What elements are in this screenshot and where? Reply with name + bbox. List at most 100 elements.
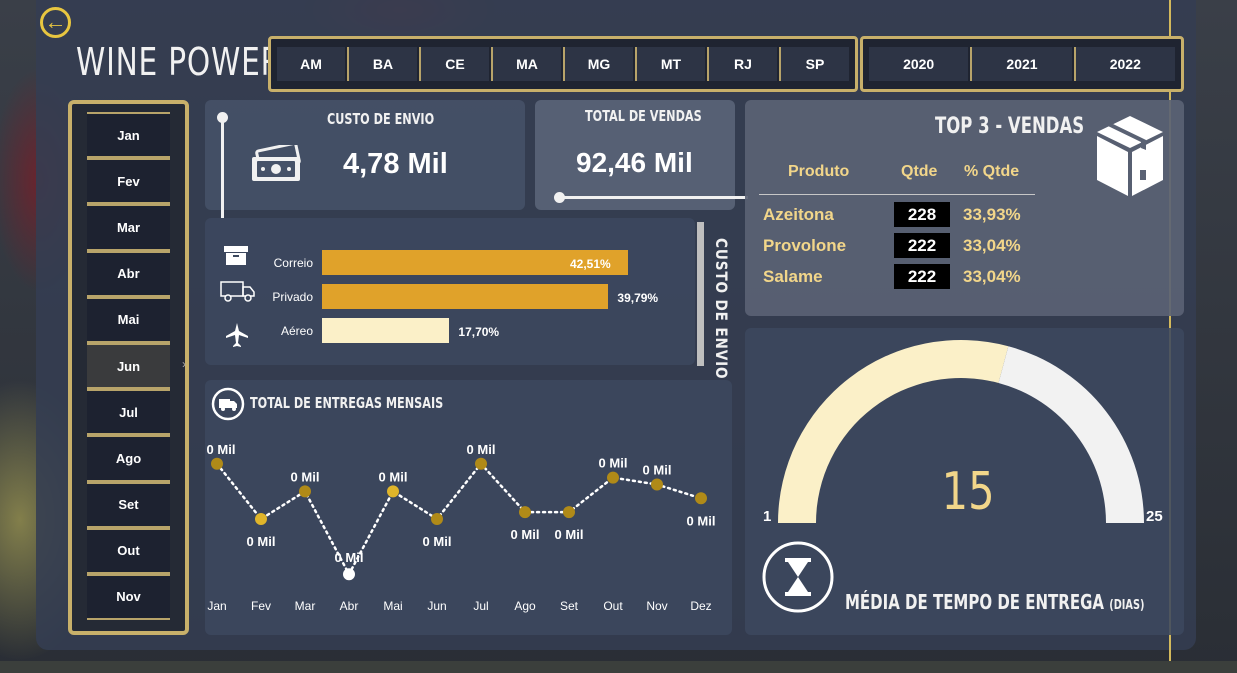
product-qty: 228 <box>894 202 950 227</box>
x-tick-label: Fev <box>251 599 271 613</box>
data-point <box>607 471 619 484</box>
shipping-cost-card: Correio Privado Aéreo 42,51% 39,79% 17,7… <box>205 218 695 365</box>
data-point <box>563 506 575 519</box>
month-filter: Jan Fev Mar Abr Mai Jun Jul Ago Set Out … <box>68 100 189 635</box>
data-label: 0 Mil <box>555 527 584 542</box>
chart-title: TOTAL DE ENTREGAS MENSAIS <box>250 394 444 412</box>
card-title: TOTAL DE VENDAS <box>585 107 702 125</box>
bar-value: 39,79% <box>617 291 659 305</box>
month-button[interactable]: Out <box>87 527 170 574</box>
month-button[interactable]: Set <box>87 481 170 528</box>
decor-line <box>556 196 748 199</box>
month-button[interactable]: Jul <box>87 389 170 436</box>
year-button[interactable]: 2021 <box>970 47 1072 81</box>
data-label: 0 Mil <box>379 469 408 484</box>
data-point <box>695 492 707 505</box>
box-icon <box>224 246 248 265</box>
back-arrow-icon[interactable]: ← <box>40 7 71 38</box>
data-point <box>475 457 487 470</box>
year-filter: 2020 2021 2022 <box>860 36 1184 92</box>
data-label: 0 Mil <box>687 513 716 528</box>
side-title: CUSTO DE ENVIO <box>712 238 731 380</box>
bar-privado <box>322 284 609 309</box>
gauge-value: 15 <box>941 462 995 522</box>
data-point <box>343 568 355 581</box>
data-label: 0 Mil <box>207 442 236 457</box>
data-label: 0 Mil <box>335 550 364 565</box>
month-button[interactable]: Fev <box>87 158 170 205</box>
package-icon <box>1097 116 1163 196</box>
bar-value: 17,70% <box>458 325 500 339</box>
status-bar <box>0 661 1237 673</box>
state-button[interactable]: AM <box>277 47 345 81</box>
divider <box>759 194 1035 195</box>
app-title: WINE POWER <box>76 40 283 84</box>
state-button[interactable]: MG <box>563 47 633 81</box>
data-point <box>431 513 443 525</box>
side-accent <box>697 222 704 366</box>
x-tick-label: Jan <box>207 599 226 613</box>
column-header: Qtde <box>901 163 938 180</box>
monthly-deliveries-card: TOTAL DE ENTREGAS MENSAIS 0 Mil Jan 0 Mil F… <box>205 380 732 635</box>
gauge-title: MÉDIA DE TEMPO DE ENTREGA (DIAS) <box>845 590 1144 614</box>
month-button[interactable]: Ago <box>87 435 170 482</box>
bar-correio <box>322 250 628 275</box>
state-button[interactable]: SP <box>779 47 849 81</box>
month-button[interactable]: Mai <box>87 296 170 343</box>
data-point <box>255 513 267 525</box>
x-tick-label: Ago <box>514 599 536 613</box>
data-label: 0 Mil <box>423 534 452 549</box>
line-chart: 0 Mil Jan 0 Mil Fev 0 Mil Mar 0 Mil Abr 0 Mil Mai… <box>207 442 716 613</box>
x-tick-label: Jun <box>427 599 446 613</box>
x-tick-label: Jul <box>473 599 488 613</box>
product-qty: 222 <box>894 233 950 258</box>
gauge-title-text: MÉDIA DE TEMPO DE ENTREGA <box>845 590 1105 614</box>
data-label: 0 Mil <box>467 442 496 457</box>
year-button[interactable]: 2022 <box>1073 47 1175 81</box>
decor-dot <box>217 112 228 123</box>
custo-envio-card: CUSTO DE ENVIO 4,78 Mil <box>205 100 525 210</box>
x-tick-label: Dez <box>690 599 711 613</box>
column-header: Produto <box>788 163 850 180</box>
gauge-chart <box>778 340 1144 523</box>
series-line <box>215 461 703 577</box>
state-button[interactable]: CE <box>419 47 489 81</box>
column-header: % Qtde <box>964 163 1020 180</box>
top3-card: TOP 3 - VENDAS Produto Qtde % Qtde Azeit… <box>745 100 1184 316</box>
chevron-right-icon: › <box>182 357 186 371</box>
money-icon <box>252 145 301 181</box>
data-label: 0 Mil <box>511 527 540 542</box>
data-point <box>651 478 663 491</box>
gauge-fill <box>778 340 1009 523</box>
month-button-selected[interactable]: Jun <box>87 342 170 390</box>
delivery-time-card: 15 1 25 MÉDIA DE TEMPO DE ENTREGA (DIAS) <box>745 328 1184 635</box>
month-button[interactable]: Nov <box>87 573 170 621</box>
x-tick-label: Abr <box>340 599 359 613</box>
state-button[interactable]: RJ <box>707 47 777 81</box>
year-button[interactable]: 2020 <box>869 47 969 81</box>
card-title: TOP 3 - VENDAS <box>935 114 1085 139</box>
product-name: Azeitona <box>763 205 834 224</box>
gauge-track <box>998 346 1144 523</box>
data-point <box>519 506 531 519</box>
gauge-unit: (DIAS) <box>1109 598 1145 613</box>
data-label: 0 Mil <box>599 456 628 471</box>
total-vendas-value: 92,46 Mil <box>576 147 693 178</box>
gauge-max: 25 <box>1146 508 1163 525</box>
data-label: 0 Mil <box>291 469 320 484</box>
data-point <box>299 485 311 498</box>
month-button[interactable]: Abr <box>87 250 170 297</box>
bar-label: Correio <box>273 256 313 270</box>
state-button[interactable]: BA <box>347 47 417 81</box>
state-button[interactable]: MA <box>491 47 561 81</box>
card-title: CUSTO DE ENVIO <box>327 110 435 128</box>
x-tick-label: Nov <box>646 599 667 613</box>
decor-dot <box>554 192 565 203</box>
x-tick-label: Set <box>560 599 579 613</box>
x-tick-label: Out <box>603 599 623 613</box>
state-button[interactable]: MT <box>635 47 705 81</box>
month-button[interactable]: Mar <box>87 204 170 251</box>
airplane-icon <box>226 323 248 347</box>
custo-envio-value: 4,78 Mil <box>343 148 448 180</box>
month-button[interactable]: Jan <box>87 112 170 159</box>
